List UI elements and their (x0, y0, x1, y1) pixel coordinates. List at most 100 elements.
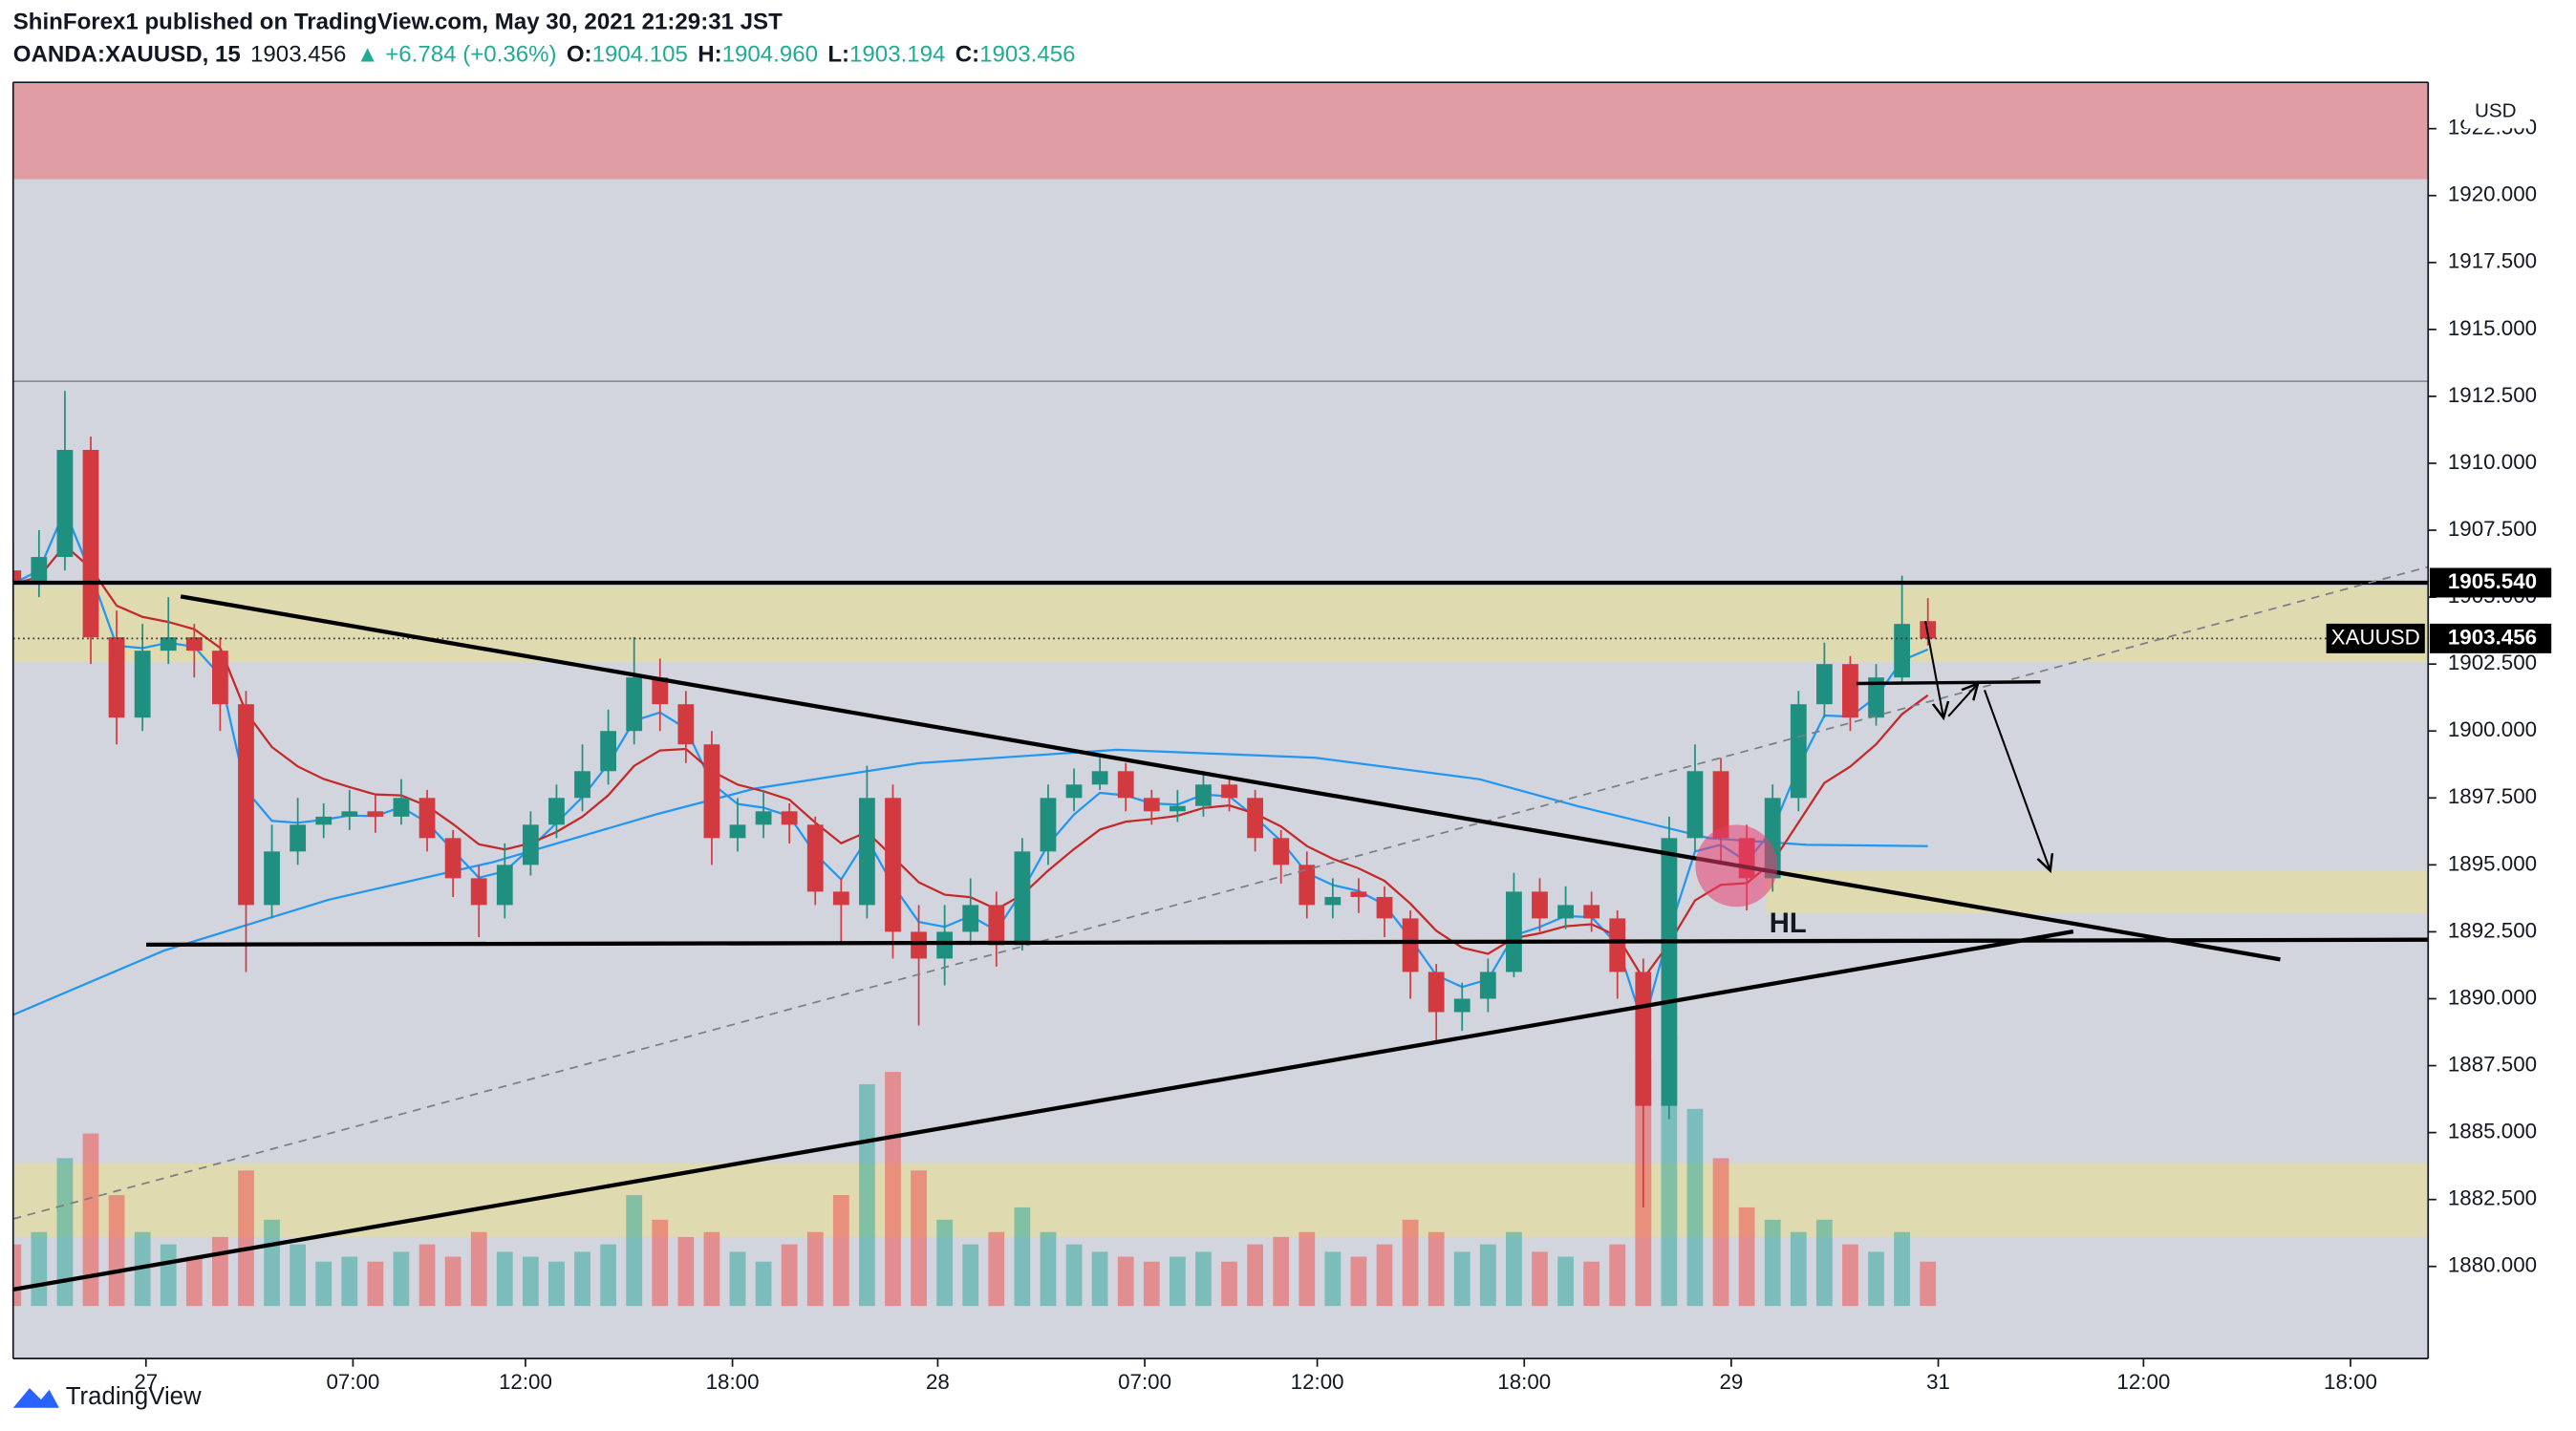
candle-body (419, 798, 436, 839)
candle-body (160, 637, 177, 651)
candle-body (574, 771, 590, 799)
volume-bar (1920, 1261, 1937, 1307)
volume-bar (1738, 1207, 1755, 1307)
x-tick-label: 31 (1926, 1370, 1950, 1394)
y-tick-label: 1895.000 (2448, 851, 2537, 875)
candle-body (185, 637, 203, 651)
demand-zone (12, 1163, 2429, 1237)
support-line (146, 937, 2429, 948)
plot-area (12, 82, 2429, 1359)
candle-body (496, 865, 513, 906)
candle-body (1014, 851, 1031, 946)
volume-bar (988, 1231, 1005, 1307)
candle-body (1661, 838, 1678, 1106)
candle-body (1842, 664, 1858, 718)
candle-body (134, 651, 151, 718)
volume-bar (31, 1231, 48, 1307)
symbol: OANDA:XAUUSD, 15 (13, 42, 241, 68)
volume-bar (1273, 1236, 1290, 1307)
ohlc-label: O: (567, 42, 592, 68)
volume-bar (1428, 1231, 1445, 1307)
candle-body (1117, 771, 1134, 799)
volume-bar (806, 1231, 824, 1307)
candle-body (1221, 784, 1237, 799)
y-tick-label: 1915.000 (2448, 316, 2537, 340)
y-tick-label: 1885.000 (2448, 1120, 2537, 1143)
candle-body (677, 704, 695, 745)
candle-body (1143, 798, 1160, 812)
y-tick-label: 1910.000 (2448, 450, 2537, 474)
volume-bar (1117, 1256, 1134, 1307)
price-label: 1905.540 (2448, 569, 2537, 593)
candle-body (885, 798, 901, 932)
candle-body (82, 449, 99, 638)
candle-body (1091, 771, 1108, 785)
candle-body (911, 931, 927, 959)
candle-body (1299, 865, 1316, 906)
volume-bar (212, 1236, 228, 1307)
candle-body (626, 677, 643, 732)
y-tick-label: 1917.500 (2448, 249, 2537, 273)
candle-body (393, 798, 410, 817)
candle-body (444, 838, 462, 879)
volume-bar (626, 1195, 643, 1307)
volume-bar (12, 1244, 22, 1307)
candle-body (1790, 704, 1807, 799)
candle-body (12, 570, 22, 585)
volume-bar (1014, 1207, 1031, 1307)
volume-bar (729, 1251, 746, 1307)
highlight-circle (1695, 824, 1778, 908)
candle-body (1040, 798, 1057, 852)
candle-body (1065, 784, 1083, 799)
volume-bar (781, 1244, 798, 1307)
x-tick-label: 18:00 (1497, 1370, 1551, 1394)
ascending-trendline (12, 929, 2074, 1292)
volume-bar (264, 1219, 280, 1307)
volume-bar (1815, 1219, 1833, 1307)
volume-bar (1402, 1219, 1419, 1307)
retest-line (1856, 680, 2041, 686)
y-tick-label: 1897.500 (2448, 784, 2537, 808)
y-tick-label: 1902.500 (2448, 651, 2537, 674)
candle-body (1635, 972, 1652, 1106)
price-label-box (2429, 567, 2552, 598)
candle-body (1402, 918, 1419, 972)
candle-body (1868, 677, 1884, 718)
candle-body (859, 798, 875, 906)
candle-body (264, 851, 280, 906)
currency: USD (2475, 100, 2517, 122)
candle-body (548, 798, 565, 825)
annotation: HL (1770, 908, 1807, 939)
candle-body (1506, 891, 1522, 972)
moving-average-long (12, 748, 1928, 1016)
volume-bar (936, 1219, 954, 1307)
candle-body (341, 811, 358, 817)
y-tick-label: 1912.500 (2448, 383, 2537, 407)
volume-bar (1609, 1244, 1626, 1307)
x-tick-label: 12:00 (499, 1370, 552, 1394)
volume-bar (1143, 1261, 1160, 1307)
candle-body (1247, 798, 1264, 839)
candle-body (962, 905, 979, 932)
volume-bar (1221, 1261, 1237, 1307)
supply-zone (12, 82, 2429, 180)
x-tick-label: 07:00 (1118, 1370, 1171, 1394)
candle-body (1815, 664, 1833, 705)
x-tick-label: 18:00 (2324, 1370, 2377, 1394)
volume-bar (703, 1231, 720, 1307)
candle-body (652, 677, 669, 705)
x-tick-label: 12:00 (2116, 1370, 2170, 1394)
volume-bar (290, 1244, 307, 1307)
candle-body (729, 824, 746, 839)
candle-body (806, 824, 824, 892)
symbol-label-box (2326, 623, 2425, 653)
candle-body (755, 811, 772, 825)
last-price-box (2429, 623, 2552, 653)
volume-bar (885, 1072, 901, 1307)
volume-bar (1506, 1231, 1522, 1307)
volume-bar (315, 1261, 333, 1307)
volume-bar (1894, 1231, 1911, 1307)
candle-body (1479, 972, 1496, 999)
candle-body (522, 824, 539, 865)
